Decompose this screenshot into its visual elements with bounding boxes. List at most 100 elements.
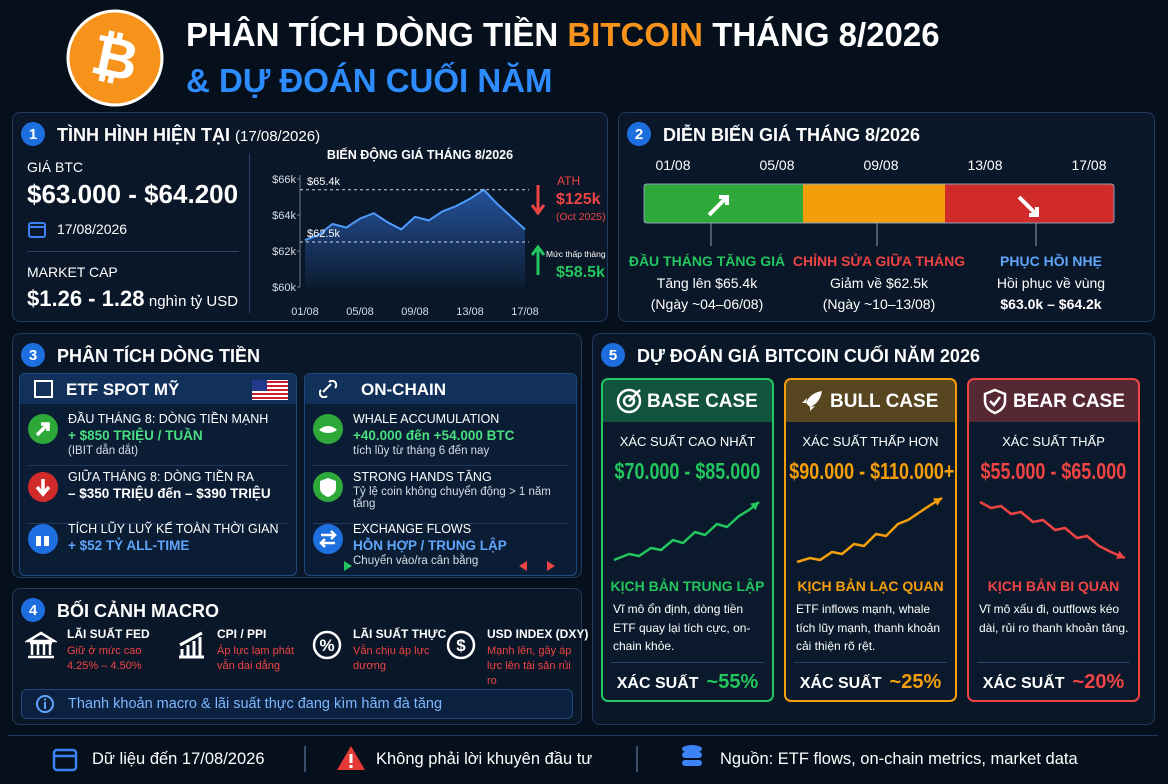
scenario-description: Vĩ mô xấu đi, outflows kéo dài, rủi ro t… <box>979 602 1129 635</box>
section-number: 4 <box>21 598 45 622</box>
icon-part: % <box>319 636 334 655</box>
timeline-date: 05/08 <box>759 157 794 173</box>
icon-part <box>28 222 46 238</box>
trend-arrowhead <box>933 498 942 506</box>
market-cap-label: MARKET CAP <box>27 264 118 280</box>
probability-value: ~55% <box>706 671 759 693</box>
phase-title: ĐẦU THÁNG TĂNG GIÁ <box>628 253 786 269</box>
item-icon <box>28 472 58 502</box>
icon-part <box>682 752 702 758</box>
item-note: tích lũy từ tháng 6 đến nay <box>353 445 490 457</box>
icon-part <box>23 631 59 659</box>
section-title: DIỄN BIẾN GIÁ THÁNG 8/2026 <box>663 125 921 145</box>
footer-sources: Nguồn: ETF flows, on-chain metrics, mark… <box>720 750 1078 768</box>
ath-note: (Oct 2025) <box>556 211 606 223</box>
icon-part <box>35 479 51 497</box>
logo-circle <box>66 9 164 107</box>
flow-arrows <box>519 561 555 571</box>
phase-line: $63.0k – $64.2k <box>1000 296 1102 312</box>
phase-line: (Ngày ~04–06/08) <box>650 296 764 312</box>
icon-part <box>628 389 641 402</box>
icon-part <box>319 426 337 433</box>
macro-item: LÃI SUẤT FED Giữ ở mức cao 4.25% – 4.50% <box>23 625 159 685</box>
price-label: GIÁ BTC <box>27 159 84 175</box>
icon-glyph <box>23 631 59 659</box>
icon-part <box>989 396 1001 407</box>
icon-part <box>44 702 46 709</box>
database-icon <box>682 745 702 766</box>
item-icon <box>313 472 343 502</box>
item-title: WHALE ACCUMULATION <box>353 412 500 426</box>
icon-glyph: $ <box>446 630 476 660</box>
x-tick-label: 13/08 <box>456 306 484 318</box>
icon-part <box>52 748 78 772</box>
macro-icon: $ <box>445 629 477 661</box>
probability-note: XÁC SUẤT THẤP HƠN <box>802 434 939 449</box>
macro-note: Vẫn chịu áp lực dương <box>353 645 430 672</box>
icon-part <box>35 422 50 437</box>
section-title: BỐI CẢNH MACRO <box>57 601 219 621</box>
item-title: STRONG HANDS TĂNG <box>353 470 492 484</box>
divider <box>249 153 250 313</box>
case-name: BULL CASE <box>830 391 939 412</box>
icon-glyph <box>179 631 204 659</box>
divider <box>304 746 306 772</box>
timeline-bar: 01/08 05/08 09/08 13/08 17/08 <box>643 157 1115 246</box>
price-range: $63.000 - $64.200 <box>27 179 239 209</box>
probability-row: XÁC SUẤT ~25% <box>786 671 955 694</box>
y-tick-label: $60k <box>272 282 296 294</box>
macro-title: USD INDEX (DXY) <box>487 627 589 641</box>
x-tick-label: 09/08 <box>401 306 429 318</box>
bitcoin-logo: ₿ <box>66 9 164 107</box>
section-title: PHÂN TÍCH DÒNG TIỀN <box>57 346 261 366</box>
probability-row: XÁC SUẤT ~55% <box>603 671 772 694</box>
box-header <box>20 374 296 404</box>
footer-disclaimer: Không phải lời khuyên đầu tư <box>376 750 593 768</box>
item-icon <box>28 524 58 554</box>
icon-part <box>320 478 336 497</box>
x-tick-label: 05/08 <box>346 306 374 318</box>
price-target: $55.000 - $65.000 <box>980 458 1127 484</box>
icon-part <box>36 695 54 713</box>
divider <box>27 251 239 252</box>
forecast-card: BASE CASE XÁC SUẤT CAO NHẤT $70.000 - $85.… <box>601 378 774 702</box>
price-target: $90.000 - $110.000+ <box>789 458 955 484</box>
timeline-date: 13/08 <box>967 157 1002 173</box>
phase-title: PHỤC HỒI NHẸ <box>1000 253 1102 269</box>
icon-part <box>319 530 337 548</box>
probability-label: XÁC SUẤT <box>616 675 699 692</box>
low-label: Mức thấp tháng 6 <box>546 249 608 259</box>
calendar-icon <box>28 222 46 238</box>
icon-part <box>34 380 53 398</box>
probability-row: XÁC SUẤT ~20% <box>969 671 1138 694</box>
segment-recovery <box>945 184 1114 223</box>
trend-arrowhead <box>750 502 759 511</box>
probability-label: XÁC SUẤT <box>799 675 882 692</box>
trend-arrowhead <box>1116 550 1125 559</box>
divider <box>611 662 764 663</box>
case-name: BASE CASE <box>647 391 758 412</box>
price-target: $70.000 - $85.000 <box>614 458 761 484</box>
phase-title: CHỈNH SỬA GIỮA THÁNG <box>792 253 966 269</box>
macro-note: Giữ ở mức cao 4.25% – 4.50% <box>67 645 142 672</box>
y-tick-label: $64k <box>272 210 296 222</box>
box-title: ON-CHAIN <box>361 380 446 399</box>
icon-part <box>519 561 555 571</box>
section-title: TÌNH HÌNH HIỆN TẠI (17/08/2026) <box>57 125 320 146</box>
item-title: TÍCH LŨY LUỸ KẾ TOÀN THỜI GIAN <box>68 522 279 536</box>
bar-frame <box>643 183 1115 224</box>
title-text: TÌNH HÌNH HIỆN TẠI <box>57 125 230 145</box>
phase: PHỤC HỒI NHẸ Hồi phục về vùng $63.0k – $64… <box>961 253 1141 312</box>
scenario: KỊCH BẢN BI QUAN <box>987 578 1120 594</box>
probability-label: XÁC SUẤT <box>982 675 1065 692</box>
icon-glyph: % <box>312 630 342 660</box>
probability-value: ~25% <box>889 671 942 693</box>
macro-note: Áp lực lạm phát vẫn dai dẳng <box>217 645 295 672</box>
icon-part <box>622 394 636 408</box>
range-box: $55.000 - $65.000 <box>949 458 1158 485</box>
icon-part <box>983 388 1007 415</box>
section-number: 3 <box>21 343 45 367</box>
icon-glyph <box>320 478 336 497</box>
subtitle: & DỰ ĐOÁN CUỐI NĂM <box>186 62 553 99</box>
item-value: + $850 TRIỆU / TUẦN <box>68 428 203 443</box>
